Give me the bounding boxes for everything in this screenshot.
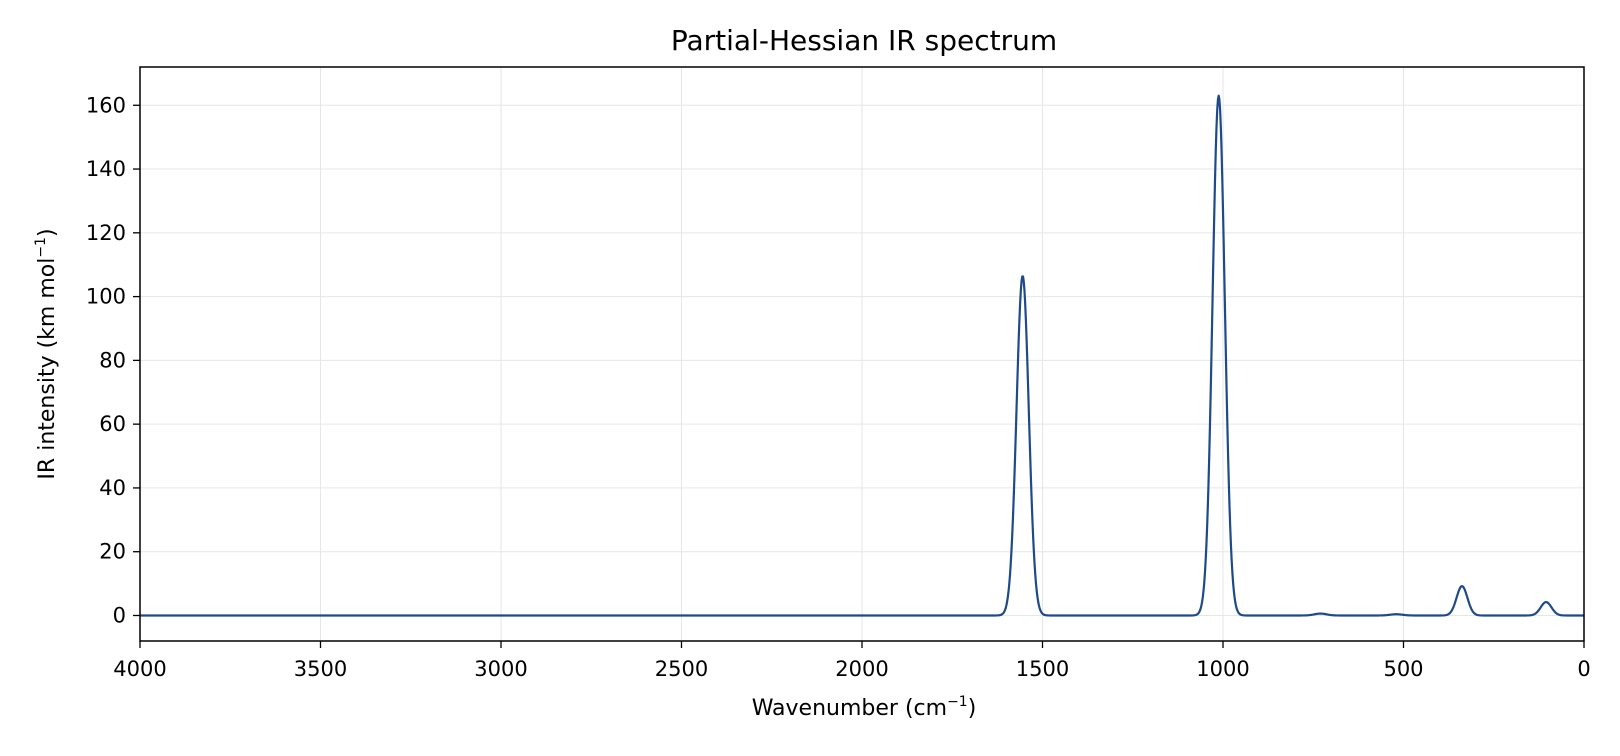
x-tick-label: 2000: [835, 657, 888, 681]
x-tick-label: 3500: [294, 657, 347, 681]
y-axis-label-close: ): [35, 228, 60, 237]
x-axis-label-close: ): [968, 696, 977, 721]
x-tick-label: 3000: [474, 657, 527, 681]
x-tick-label: 0: [1577, 657, 1590, 681]
y-tick-label: 100: [86, 285, 126, 309]
grid: [139, 67, 1585, 641]
y-tick-label: 140: [86, 157, 126, 181]
x-tick-label: 4000: [113, 657, 166, 681]
x-tick-label: 1000: [1196, 657, 1249, 681]
ticks: 4000 3500 3000 2500 2000 1500 1000 500 0 0 20 40 60 8…: [86, 93, 1591, 681]
y-tick-label: 20: [99, 540, 126, 564]
x-axis-label-main: Wavenumber (cm: [752, 696, 947, 721]
y-tick-label: 120: [86, 221, 126, 245]
y-tick-label: 60: [99, 412, 126, 436]
x-tick-label: 500: [1383, 657, 1423, 681]
y-axis-label: IR intensity (km mol−1): [33, 228, 60, 479]
y-tick-label: 0: [113, 603, 126, 627]
y-axis-label-main: IR intensity (km mol: [35, 258, 60, 480]
x-axis-label: Wavenumber (cm−1): [752, 694, 977, 721]
x-axis-label-sup: −1: [947, 694, 968, 710]
spectrum-line: [139, 94, 1585, 617]
y-axis-label-sup: −1: [33, 237, 49, 258]
x-tick-label: 1500: [1016, 657, 1069, 681]
x-tick-label: 2500: [655, 657, 708, 681]
series: [139, 94, 1585, 617]
y-tick-label: 160: [86, 93, 126, 117]
y-tick-label: 40: [99, 476, 126, 500]
plot-frame: [139, 66, 1585, 642]
y-tick-label: 80: [99, 348, 126, 372]
chart-title: Partial-Hessian IR spectrum: [671, 24, 1057, 57]
